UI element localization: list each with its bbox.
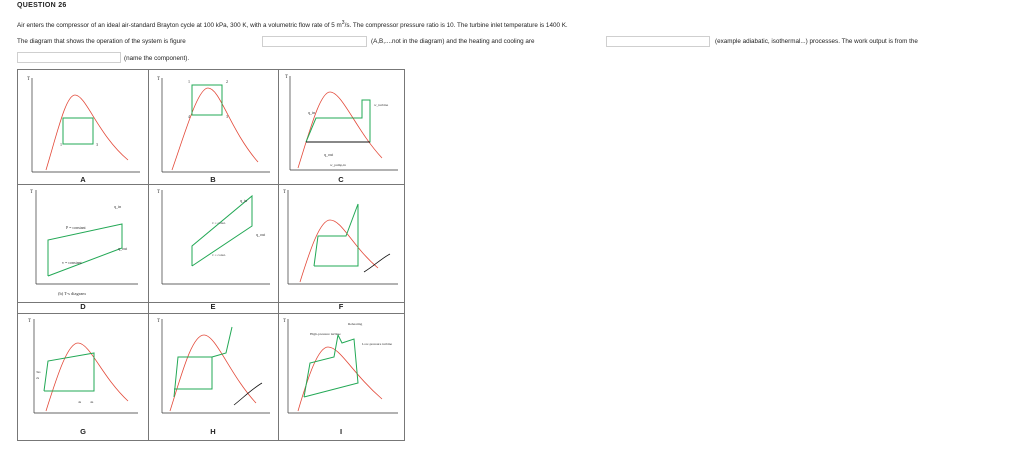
figure-b-label: B: [210, 175, 216, 184]
figure-i[interactable]: T High-pressure turbine Reheating Low-pr…: [278, 313, 404, 440]
question-line-1-text: Air enters the compressor of an ideal ai…: [17, 22, 342, 30]
question-line-3: (name the component).: [124, 55, 190, 62]
figure-d-label: D: [80, 302, 86, 311]
grid-divider: [148, 70, 149, 440]
figure-g-diagram: T 3ss 2s 4s 4a: [28, 319, 138, 414]
svg-text:P = constant: P = constant: [66, 225, 87, 230]
svg-text:T: T: [157, 77, 160, 82]
svg-text:Reheating: Reheating: [348, 322, 362, 326]
svg-text:Low-pressure turbine: Low-pressure turbine: [362, 342, 392, 346]
svg-text:High-pressure turbine: High-pressure turbine: [310, 332, 341, 336]
figure-c[interactable]: T q_in q_out w_turbine w_pump,in C: [278, 70, 404, 184]
svg-text:q_in: q_in: [114, 204, 121, 209]
svg-text:w_pump,in: w_pump,in: [330, 163, 346, 168]
figure-e-label: E: [210, 302, 216, 311]
svg-text:q_in: q_in: [240, 198, 247, 203]
svg-text:(b) T-s diagram: (b) T-s diagram: [58, 291, 86, 296]
figure-c-diagram: T q_in q_out w_turbine w_pump,in: [285, 75, 398, 171]
figure-g[interactable]: T 3ss 2s 4s 4a G: [18, 313, 148, 440]
svg-text:q_out: q_out: [324, 152, 334, 157]
svg-text:v = const.: v = const.: [212, 253, 226, 257]
figure-a[interactable]: T 1 3 A: [18, 70, 148, 184]
svg-text:T: T: [27, 77, 30, 82]
grid-divider: [278, 70, 279, 440]
figure-h-label: H: [210, 427, 216, 436]
svg-text:2s: 2s: [36, 376, 40, 380]
svg-text:4s: 4s: [78, 400, 82, 404]
svg-text:3: 3: [96, 142, 98, 147]
figure-e-diagram: T v = const. v = const. q_in q_out: [157, 190, 270, 285]
question-line-2c: (example adiabatic, isothermal...) proce…: [715, 38, 918, 45]
svg-text:T: T: [157, 190, 160, 195]
figure-f-diagram: T: [283, 190, 398, 285]
figure-h-diagram: T: [157, 319, 270, 414]
svg-text:q_in: q_in: [308, 110, 315, 115]
figure-c-label: C: [338, 175, 344, 184]
question-line-2b: (A,B,....not in the diagram) and the hea…: [371, 38, 535, 45]
figure-a-diagram: T 1 3: [27, 77, 140, 173]
svg-text:1: 1: [60, 142, 62, 147]
figure-g-label: G: [80, 427, 86, 436]
figure-h[interactable]: T H: [148, 313, 278, 440]
svg-text:v = constant: v = constant: [62, 260, 82, 265]
question-line-1-rest: /s. The compressor pressure ratio is 10.…: [344, 22, 568, 30]
svg-text:3ss: 3ss: [36, 370, 41, 374]
svg-text:1: 1: [188, 79, 190, 84]
grid-divider: [18, 184, 404, 185]
figure-i-diagram: T High-pressure turbine Reheating Low-pr…: [283, 319, 398, 414]
svg-text:T: T: [283, 190, 286, 195]
svg-text:4: 4: [188, 114, 190, 119]
superscript: 3: [341, 20, 345, 26]
grid-divider: [18, 302, 404, 303]
svg-text:T: T: [30, 190, 33, 195]
figure-answer-field[interactable]: [262, 36, 367, 47]
figure-b-diagram: T 1 2 4 3: [157, 77, 270, 173]
component-answer-field[interactable]: [17, 52, 121, 63]
svg-text:3: 3: [226, 114, 228, 119]
question-title: QUESTION 26: [17, 2, 67, 9]
figure-f-label: F: [338, 302, 344, 311]
figure-d-diagram: T P = constant v = constant q_in q_out (…: [30, 190, 138, 296]
svg-text:T: T: [283, 319, 286, 324]
figure-e[interactable]: T v = const. v = const. q_in q_out E: [148, 184, 278, 313]
question-line-1: Air enters the compressor of an ideal ai…: [17, 20, 568, 29]
svg-text:T: T: [285, 75, 288, 80]
figure-grid: T 1 3 A T 1 2 4 3 B T: [17, 69, 405, 441]
figure-b[interactable]: T 1 2 4 3 B: [148, 70, 278, 184]
figure-a-label: A: [80, 175, 86, 184]
figure-f[interactable]: T F: [278, 184, 404, 313]
question-line-2a: The diagram that shows the operation of …: [17, 38, 186, 45]
svg-text:q_out: q_out: [256, 232, 266, 237]
processes-answer-field[interactable]: [606, 36, 710, 47]
svg-text:T: T: [157, 319, 160, 324]
svg-text:q_out: q_out: [118, 246, 128, 251]
svg-text:v = const.: v = const.: [212, 221, 226, 225]
svg-text:4a: 4a: [90, 400, 94, 404]
svg-text:w_turbine: w_turbine: [374, 103, 389, 107]
figure-d[interactable]: T P = constant v = constant q_in q_out (…: [18, 184, 148, 313]
grid-divider: [18, 313, 404, 314]
figure-i-label: I: [339, 427, 343, 436]
svg-text:T: T: [28, 319, 31, 324]
svg-text:2: 2: [226, 79, 228, 84]
